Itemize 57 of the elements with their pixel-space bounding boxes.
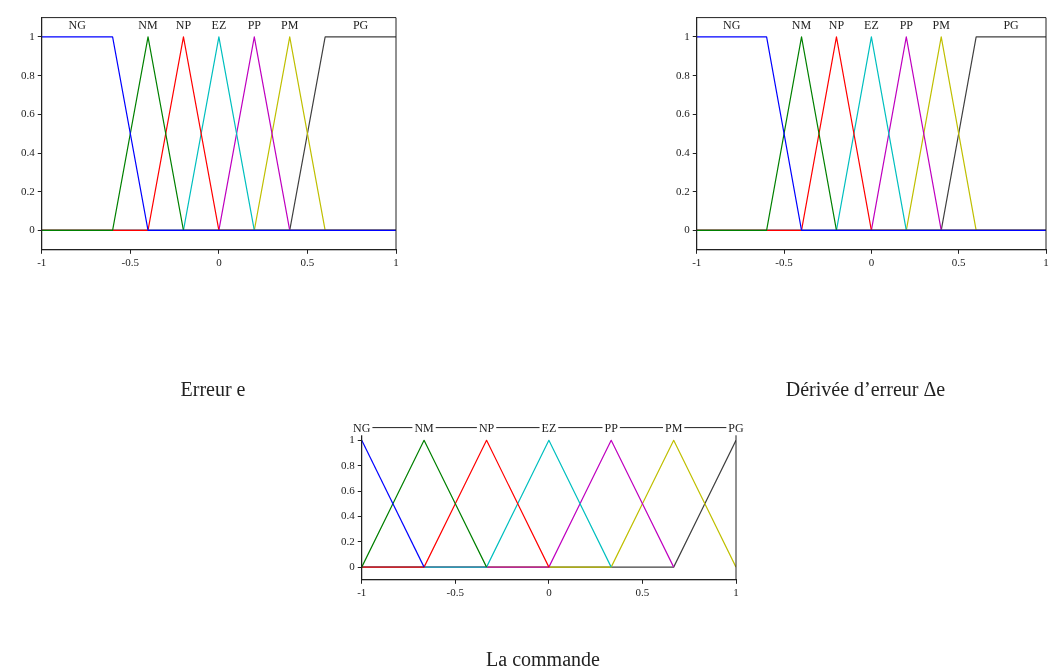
series-label: EZ [864,18,879,33]
series-label: PG [1003,18,1020,33]
x-tick-label: 1 [733,586,739,599]
x-tick-label: 1 [1043,256,1049,269]
y-tick-label: 1 [684,29,690,42]
series-label: NM [414,421,435,436]
x-axis-title: Erreur e [179,378,247,401]
series-label: NG [353,421,371,436]
x-tick-label: -0.5 [775,256,794,269]
x-axis-title: Dérivée d’erreur Δe [784,378,947,401]
y-tick-label: 0 [29,223,36,236]
x-tick-label: -0.5 [121,256,140,269]
series-label: NP [175,18,192,33]
series-label: EZ [211,18,227,33]
x-tick-label: 0 [546,586,553,599]
series-label: PM [665,421,683,436]
series-label: NM [138,18,159,33]
series-label: PM [932,18,951,33]
series-label: NP [478,421,495,436]
y-tick-label: 1 [29,29,35,42]
x-axis-title: La commande [485,648,601,671]
series-label: NG [68,18,87,33]
y-tick-label: 0.4 [341,509,356,522]
x-tick-label: 0 [216,256,223,269]
y-tick-label: 0.8 [676,68,691,81]
y-tick-label: 0.8 [21,68,36,81]
series-label: PP [899,18,914,33]
series-label: PP [247,18,262,33]
series-label: NM [791,18,812,33]
y-tick-label: 0.6 [21,107,36,120]
x-tick-label: 1 [393,256,399,269]
y-tick-label: 0.2 [21,184,35,197]
y-tick-label: 0.2 [341,534,355,547]
series-label: PM [281,18,299,33]
y-tick-label: 1 [349,433,355,446]
y-tick-label: 0.4 [676,145,691,158]
y-tick-label: 0.8 [341,458,356,471]
series-label: NG [723,18,741,33]
y-tick-label: 0.2 [676,184,690,197]
x-tick-label: 0.5 [951,256,967,269]
series-label: EZ [541,421,557,436]
y-tick-label: 0.6 [676,107,691,120]
x-tick-label: -1 [37,256,47,269]
series-label: PG [352,18,369,33]
x-tick-label: 0.5 [635,586,650,599]
series-label: PG [728,421,744,436]
y-tick-label: 0.4 [21,145,36,158]
x-tick-label: 0 [868,256,875,269]
y-tick-label: 0.6 [341,483,356,496]
series-label: NP [828,18,845,33]
x-tick-label: -0.5 [446,586,465,599]
x-tick-label: 0.5 [300,256,315,269]
series-label: PP [604,421,619,436]
x-tick-label: -1 [357,586,367,599]
y-tick-label: 0 [349,560,356,573]
y-tick-label: 0 [684,223,691,236]
x-tick-label: -1 [692,256,702,269]
